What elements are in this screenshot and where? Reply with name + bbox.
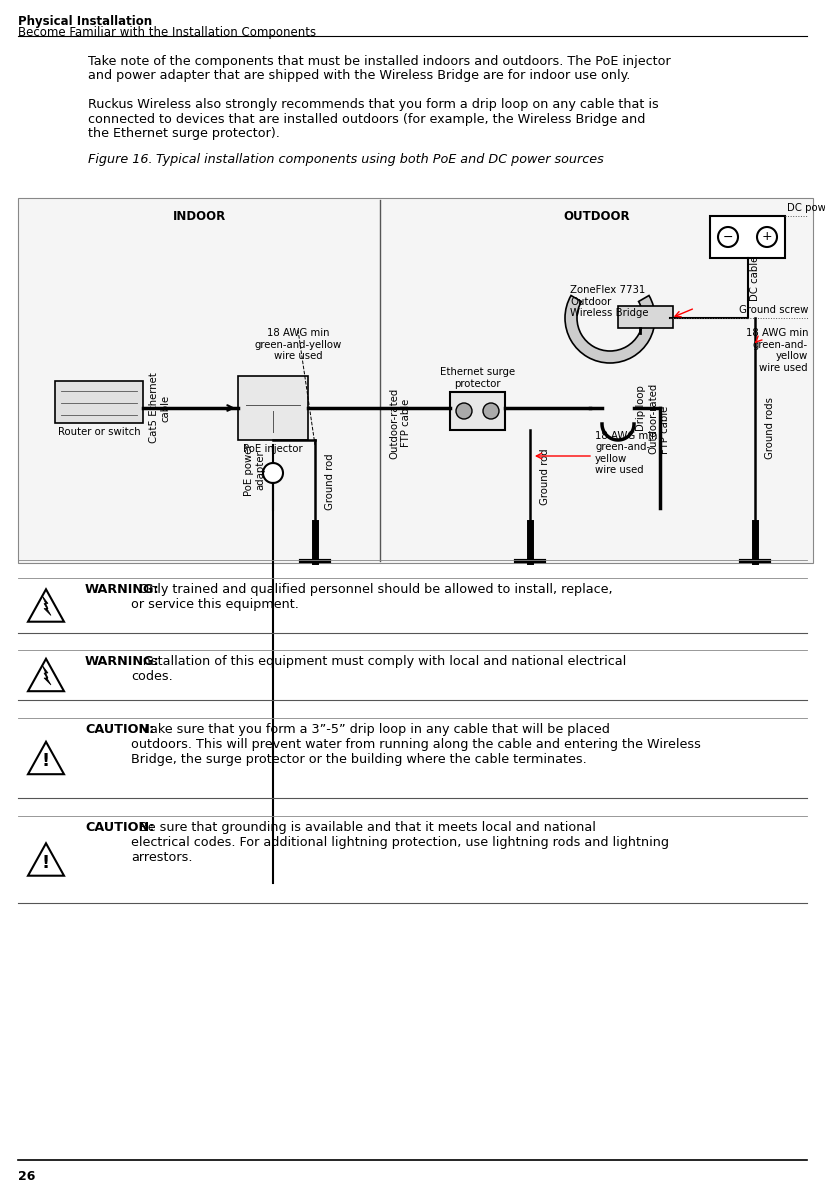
- Text: OUTDOOR: OUTDOOR: [563, 210, 629, 223]
- Text: Ethernet surge
protector: Ethernet surge protector: [440, 368, 515, 389]
- Text: Installation of this equipment must comply with local and national electrical
co: Installation of this equipment must comp…: [131, 655, 627, 683]
- Circle shape: [263, 462, 283, 483]
- Text: Ground rod: Ground rod: [540, 449, 550, 506]
- Text: Become Familiar with the Installation Components: Become Familiar with the Installation Co…: [18, 26, 316, 40]
- Text: CAUTION:: CAUTION:: [85, 821, 154, 834]
- Text: Ground screw: Ground screw: [738, 305, 808, 315]
- Text: and power adapter that are shipped with the Wireless Bridge are for indoor use o: and power adapter that are shipped with …: [88, 69, 630, 83]
- Circle shape: [718, 226, 738, 247]
- Circle shape: [456, 403, 472, 419]
- Polygon shape: [28, 843, 64, 876]
- Text: !: !: [42, 752, 50, 770]
- Text: Physical Installation: Physical Installation: [18, 16, 152, 28]
- Text: Take note of the components that must be installed indoors and outdoors. The PoE: Take note of the components that must be…: [88, 55, 671, 68]
- Text: Drip loop: Drip loop: [636, 385, 646, 431]
- Text: WARNING:: WARNING:: [85, 655, 159, 668]
- Text: 26: 26: [18, 1170, 35, 1182]
- Text: Ground rod: Ground rod: [325, 454, 335, 510]
- Bar: [55, 381, 143, 423]
- Text: PoE injector: PoE injector: [243, 444, 303, 454]
- Text: Cat5 Ethernet
cable: Cat5 Ethernet cable: [149, 373, 171, 443]
- Wedge shape: [565, 296, 655, 363]
- Polygon shape: [28, 589, 64, 622]
- Polygon shape: [28, 659, 64, 691]
- Text: ZoneFlex 7731
Outdoor
Wireless Bridge: ZoneFlex 7731 Outdoor Wireless Bridge: [570, 285, 648, 319]
- Text: Make sure that you form a 3”-5” drip loop in any cable that will be placed
outdo: Make sure that you form a 3”-5” drip loo…: [131, 724, 701, 766]
- Text: DC power source: DC power source: [787, 202, 825, 213]
- Bar: [450, 392, 505, 430]
- Text: Be sure that grounding is available and that it meets local and national
electri: Be sure that grounding is available and …: [131, 821, 669, 864]
- Text: +: +: [761, 230, 772, 243]
- Text: CAUTION:: CAUTION:: [85, 724, 154, 736]
- Bar: [710, 216, 785, 258]
- Text: Only trained and qualified personnel should be allowed to install, replace,
or s: Only trained and qualified personnel sho…: [131, 583, 613, 611]
- Text: PoE power
adapter: PoE power adapter: [244, 443, 266, 496]
- Text: Ground rods: Ground rods: [765, 397, 775, 459]
- Text: Outdoor-rated
FTP cable: Outdoor-rated FTP cable: [648, 382, 670, 454]
- Text: Figure 16.: Figure 16.: [88, 153, 153, 167]
- Circle shape: [483, 403, 499, 419]
- Bar: [238, 376, 308, 440]
- Bar: [18, 198, 813, 563]
- Text: Outdoor-rated
FTP cable: Outdoor-rated FTP cable: [389, 387, 411, 459]
- Text: Typical installation components using both PoE and DC power sources: Typical installation components using bo…: [156, 153, 604, 167]
- Polygon shape: [28, 742, 64, 774]
- Text: INDOOR: INDOOR: [172, 210, 225, 223]
- Bar: [618, 305, 673, 328]
- Text: DC cable: DC cable: [749, 255, 760, 301]
- Text: WARNING:: WARNING:: [85, 583, 159, 595]
- Text: Ruckus Wireless also strongly recommends that you form a drip loop on any cable : Ruckus Wireless also strongly recommends…: [88, 98, 658, 111]
- Text: 18 AWG min
green-and-
yellow
wire used: 18 AWG min green-and- yellow wire used: [746, 328, 808, 373]
- Text: !: !: [42, 853, 50, 871]
- Polygon shape: [42, 595, 51, 616]
- Text: 18 AWG min
green-and-
yellow
wire used: 18 AWG min green-and- yellow wire used: [595, 430, 658, 476]
- Text: Router or switch: Router or switch: [58, 426, 140, 437]
- Polygon shape: [42, 665, 51, 685]
- Text: the Ethernet surge protector).: the Ethernet surge protector).: [88, 127, 280, 140]
- Text: −: −: [723, 230, 733, 243]
- Text: connected to devices that are installed outdoors (for example, the Wireless Brid: connected to devices that are installed …: [88, 113, 645, 126]
- Text: 18 AWG min
green-and-yellow
wire used: 18 AWG min green-and-yellow wire used: [254, 328, 342, 362]
- Circle shape: [757, 226, 777, 247]
